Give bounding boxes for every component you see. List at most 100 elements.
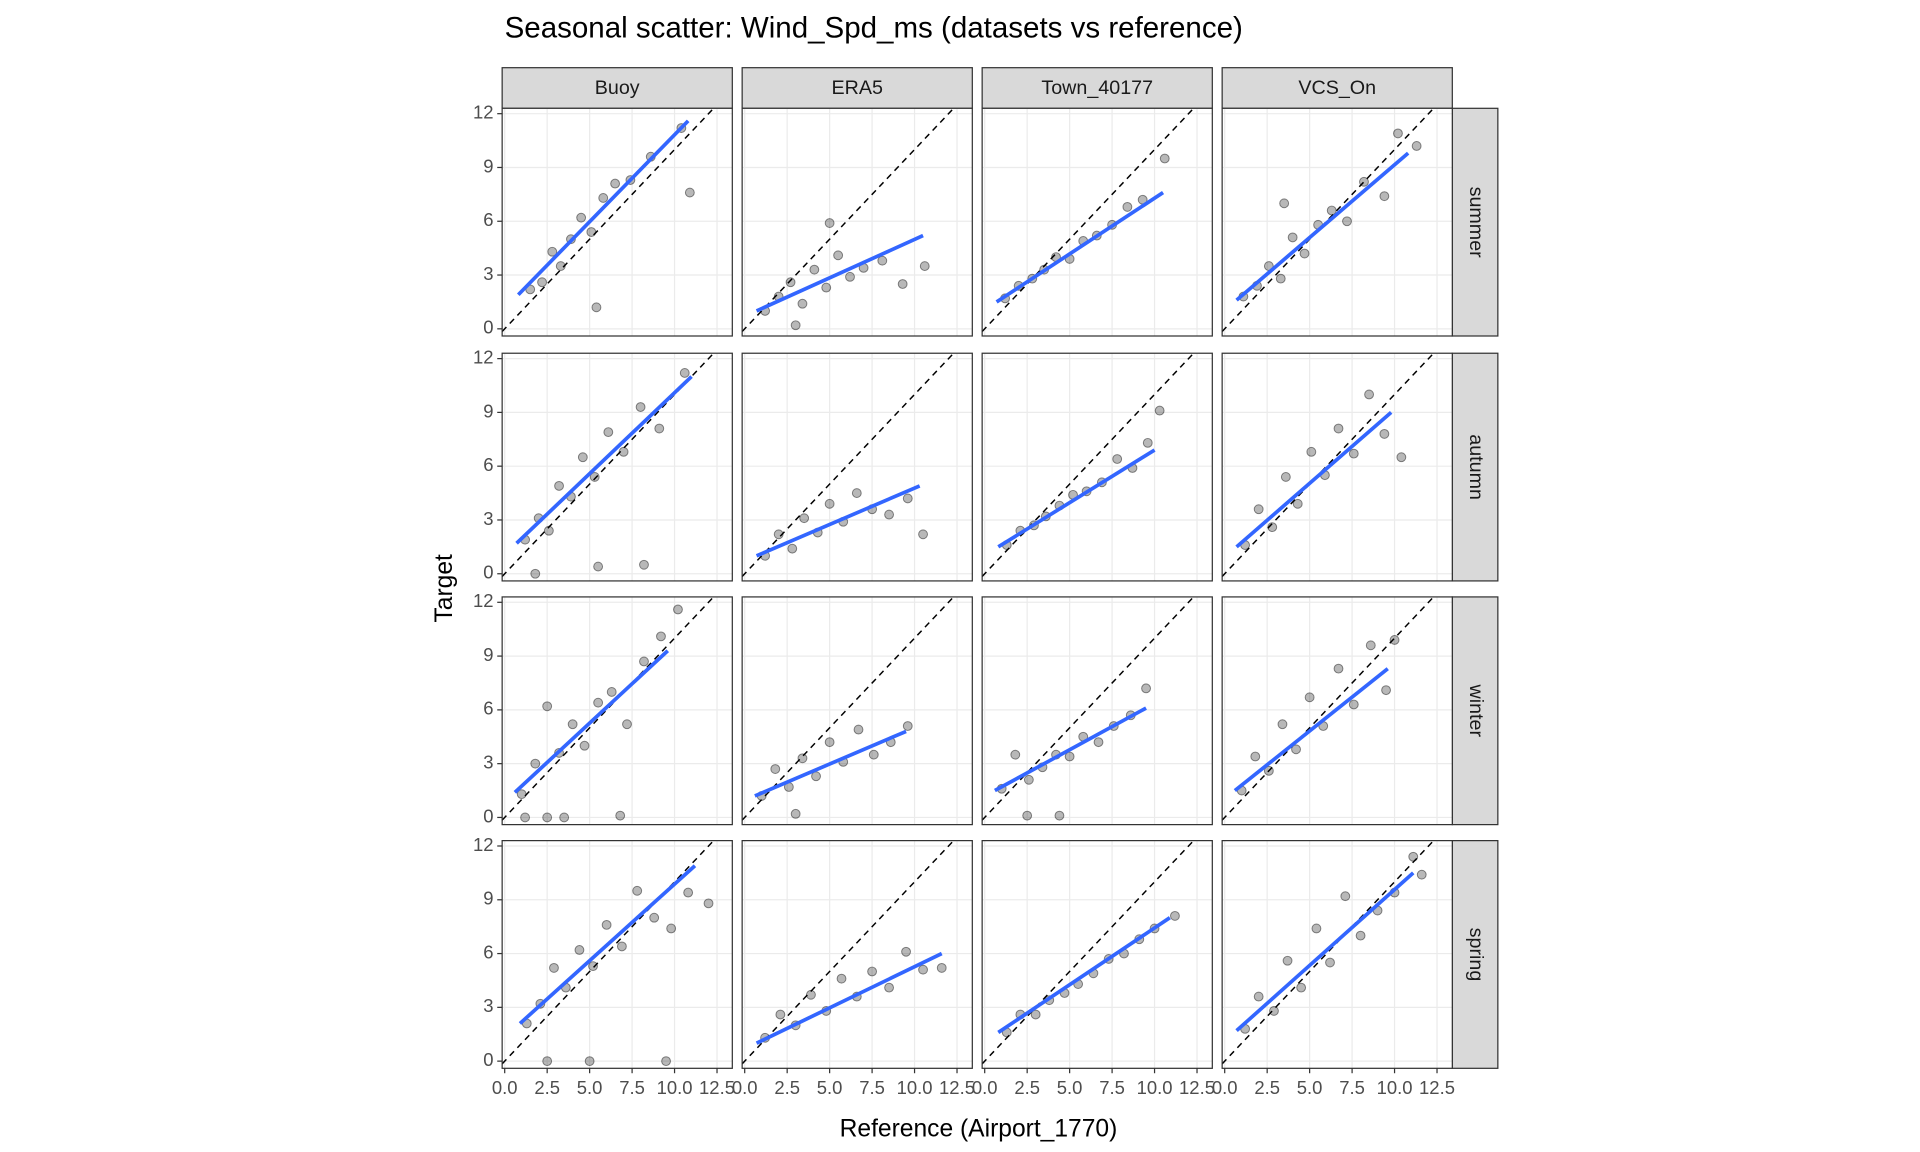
point [576,212,587,223]
panel-background [982,353,1213,581]
x-tick-label: 10.0 [657,1077,693,1098]
panel-background [982,840,1213,1069]
point [918,529,928,540]
panel-background [1222,108,1453,336]
point [598,193,609,203]
point [1122,201,1133,212]
point [1379,191,1390,202]
point [606,687,617,697]
panel [981,352,1213,582]
panel [741,596,973,826]
x-tick-label: 2.5 [534,1077,560,1098]
strip-label: Town_40177 [1041,77,1153,99]
point [1154,405,1165,416]
identity-line [742,840,955,1065]
panel-data [502,596,715,823]
point [610,178,621,189]
point [884,509,895,520]
panel: 0.0 2.5 5.0 7.5 10.0 12.5 [1212,840,1455,1098]
identity-line [1222,596,1435,821]
point [809,264,820,275]
panel-border [501,840,733,1069]
point [1393,128,1403,139]
identity-line [1222,108,1435,333]
point [806,989,816,1000]
identity-line [742,108,955,333]
panel-border [501,107,733,337]
fit-line [518,864,697,1025]
point [1170,910,1180,921]
point [615,810,626,821]
y-tick-label: 0 [483,562,493,583]
identity-line [982,840,1195,1065]
x-tick-label: 0.0 [972,1077,998,1098]
x-tick-label: 5.0 [1297,1077,1323,1098]
point [1348,448,1359,459]
point [601,919,612,930]
point [1280,472,1291,482]
x-tick-label: 0.0 [492,1077,518,1098]
fit-line [1235,411,1393,549]
point [773,529,784,540]
point [542,1056,553,1067]
panel-border [981,107,1213,337]
y-tick-label: 12 [473,102,494,123]
point [559,812,570,823]
point [1269,1006,1279,1016]
point [824,218,835,228]
identity-line [1222,840,1435,1065]
point [1253,504,1264,515]
point [1333,423,1344,434]
x-tick-label: 2.5 [774,1077,800,1098]
x-tick-label: 0.0 [732,1077,758,1098]
y-tick-label: 0 [483,1049,493,1070]
fit-line [755,233,924,313]
point [1292,498,1303,509]
point [684,187,695,198]
point [884,982,895,993]
point [649,912,660,923]
panel: 0.0 2.5 5.0 7.5 10.0 12.5 [732,840,975,1098]
strip-label: ERA5 [832,77,883,99]
point [1299,248,1310,259]
point [936,962,947,973]
panel-data [742,596,955,821]
point [586,227,597,237]
panel-border [741,840,973,1069]
fit-line [997,448,1156,549]
point [790,320,801,331]
y-tick-label: 12 [473,590,494,611]
y-tick-label: 9 [483,155,493,176]
point [770,764,781,774]
point [797,298,808,309]
point [787,543,798,554]
point [1364,389,1375,400]
identity-line [982,353,1195,577]
point [1263,765,1274,776]
point [824,737,835,748]
panel: 0 3 6 9 12 [473,346,733,583]
point [799,513,810,524]
panel [1221,596,1453,826]
point [824,498,835,509]
fit-line [994,706,1147,793]
panel-background [982,596,1213,825]
x-tick-label: 12.5 [1419,1077,1455,1098]
point [1304,692,1315,703]
point [1416,869,1427,880]
fit-line [754,729,907,798]
panel-background [742,596,973,825]
panel-data [502,353,715,579]
fit-line [1233,667,1389,792]
y-tick-label: 0 [483,805,493,826]
point [1306,446,1317,457]
point [877,255,888,266]
point [589,472,600,482]
fit-line [515,375,693,545]
x-tick-label: 5.0 [817,1077,843,1098]
panel-border [981,840,1213,1069]
point [1411,141,1422,151]
x-tick-label: 12.5 [699,1077,735,1098]
point [1142,437,1153,448]
point [673,604,683,615]
